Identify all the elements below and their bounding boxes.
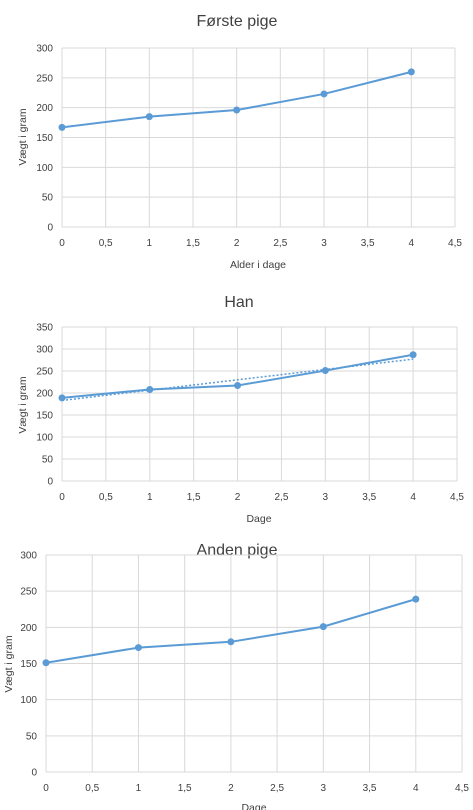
x-tick-label: 1: [147, 238, 153, 249]
y-tick-label: 200: [36, 389, 53, 400]
y-tick-label: 0: [31, 768, 37, 779]
x-tick-label: 4,5: [448, 238, 462, 249]
x-tick-label: 1: [136, 783, 142, 794]
data-point: [134, 644, 142, 652]
x-tick-label: 2,5: [273, 238, 287, 249]
y-tick-label: 200: [36, 103, 53, 114]
y-tick-labels: 0 50 100 150 200 250 300: [20, 551, 37, 779]
y-tick-label: 100: [36, 433, 53, 444]
y-tick-label: 0: [47, 477, 53, 488]
y-tick-label: 50: [26, 731, 38, 742]
x-tick-label: 0,5: [99, 492, 113, 503]
x-tick-label: 3: [323, 492, 329, 503]
y-tick-labels: 0 50 100 150 200 250 300 350: [36, 323, 53, 488]
x-tick-label: 3,5: [361, 238, 375, 249]
chart-title: Anden pige: [197, 542, 278, 559]
y-tick-label: 100: [20, 695, 37, 706]
data-series: [58, 351, 417, 402]
y-tick-label: 50: [42, 455, 54, 466]
trendline: [61, 358, 414, 402]
x-tick-labels: 0 0,5 1 1,5 2 2,5 3 3,5 4 4,5: [59, 238, 462, 249]
x-tick-label: 2,5: [274, 492, 288, 503]
x-tick-label: 2,5: [270, 783, 284, 794]
chart-title: Han: [224, 294, 253, 311]
x-tick-label: 0,5: [85, 783, 99, 794]
data-point: [58, 123, 66, 131]
y-tick-label: 150: [36, 133, 53, 144]
y-tick-label: 300: [20, 551, 37, 562]
y-tick-label: 50: [42, 193, 54, 204]
y-axis-label: Vægt i gram: [17, 108, 29, 165]
grid: [45, 554, 463, 773]
x-tick-label: 4: [409, 238, 415, 249]
y-tick-label: 200: [20, 623, 37, 634]
x-tick-label: 3: [321, 783, 327, 794]
x-axis-label: Dage: [246, 513, 271, 525]
x-tick-label: 0: [59, 492, 65, 503]
data-point: [234, 382, 242, 390]
trend-line: [61, 358, 414, 402]
x-tick-label: 2: [235, 492, 241, 503]
y-tick-label: 250: [20, 587, 37, 598]
x-axis-label: Dage: [241, 802, 266, 810]
x-tick-label: 4,5: [450, 492, 464, 503]
data-series: [58, 68, 415, 131]
data-point: [42, 659, 50, 667]
chart-title: Første pige: [197, 13, 278, 30]
x-tick-label: 1: [147, 492, 153, 503]
y-tick-label: 150: [36, 411, 53, 422]
y-tick-label: 100: [36, 163, 53, 174]
grid: [61, 326, 458, 482]
data-point: [227, 638, 235, 646]
x-tick-label: 1,5: [178, 783, 192, 794]
y-tick-label: 250: [36, 73, 53, 84]
data-point: [320, 90, 328, 98]
x-tick-label: 0: [59, 238, 65, 249]
y-tick-label: 300: [36, 345, 53, 356]
y-tick-label: 250: [36, 367, 53, 378]
chart-han: Han 0 50 100 150 200 250 300 350 0 0,5 1 1,5 2 2,5 3 3…: [17, 294, 464, 525]
x-tick-label: 0,5: [99, 238, 113, 249]
data-point: [145, 113, 153, 121]
data-point: [412, 595, 420, 603]
x-tick-label: 4: [410, 492, 416, 503]
x-axis-label: Alder i dage: [230, 259, 286, 271]
data-point: [321, 367, 329, 375]
x-tick-labels: 0 0,5 1 1,5 2 2,5 3 3,5 4 4,5: [59, 492, 464, 503]
data-series: [42, 595, 420, 667]
data-point: [409, 351, 417, 359]
y-tick-label: 350: [36, 323, 53, 334]
data-point: [58, 394, 66, 402]
x-tick-label: 2: [228, 783, 234, 794]
x-tick-label: 1,5: [186, 238, 200, 249]
x-tick-label: 4: [413, 783, 419, 794]
data-point: [407, 68, 415, 76]
x-tick-label: 3: [321, 238, 327, 249]
y-tick-labels: 0 50 100 150 200 250 300: [36, 44, 53, 234]
y-axis-label: Vægt i gram: [17, 376, 29, 433]
x-tick-labels: 0 0,5 1 1,5 2 2,5 3 3,5 4 4,5: [43, 783, 469, 794]
x-tick-label: 3,5: [362, 492, 376, 503]
x-tick-label: 0: [43, 783, 49, 794]
chart-anden-pige: Anden pige 0 50 100 150 200 250 300 0 0,5 1 1,5 2 2…: [3, 542, 469, 810]
data-point: [233, 106, 241, 114]
y-axis-label: Vægt i gram: [3, 635, 15, 692]
x-tick-label: 3,5: [363, 783, 377, 794]
x-tick-label: 2: [234, 238, 240, 249]
x-tick-label: 4,5: [455, 783, 469, 794]
chart-forste-pige: Første pige 0 50 100 150 200 250 300 0 0,5 1 1,5 2…: [17, 13, 462, 271]
y-tick-label: 0: [47, 223, 53, 234]
data-point: [146, 385, 154, 393]
y-tick-label: 150: [20, 659, 37, 670]
x-tick-label: 1,5: [187, 492, 201, 503]
data-point: [319, 623, 327, 631]
y-tick-label: 300: [36, 44, 53, 55]
grid: [61, 47, 456, 228]
